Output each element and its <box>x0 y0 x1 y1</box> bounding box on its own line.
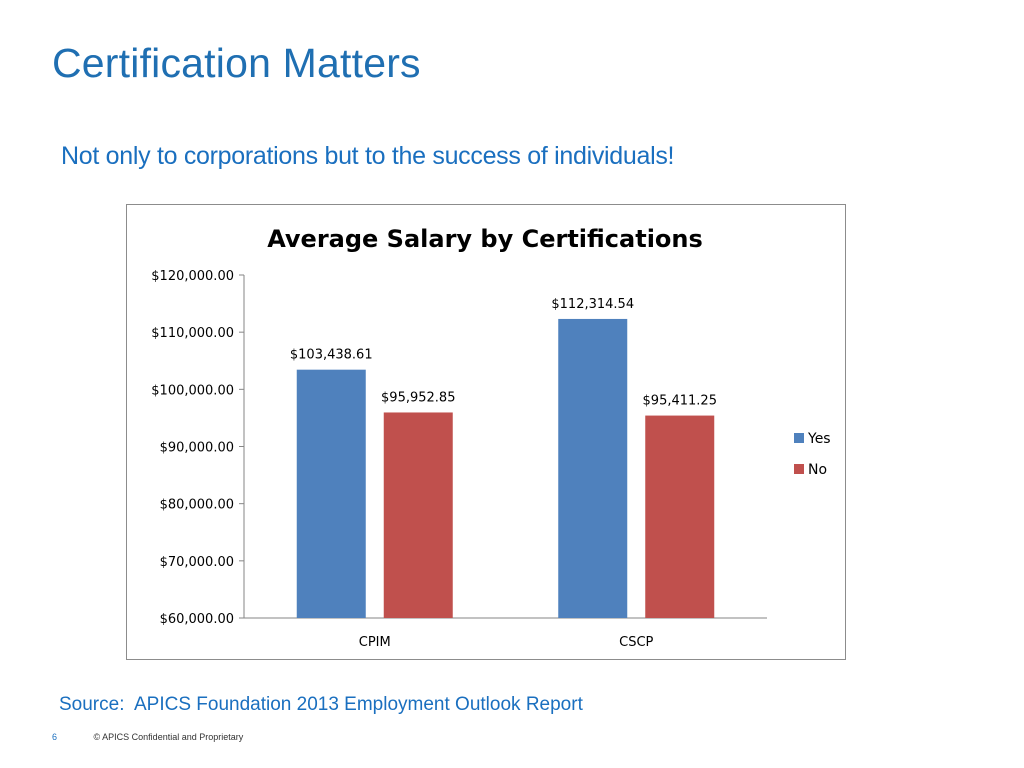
legend-swatch-yes <box>794 433 804 443</box>
bar-cpim-yes <box>296 369 366 618</box>
page-number: 6 <box>52 732 58 742</box>
y-tick-label: $60,000.00 <box>160 612 234 627</box>
y-tick-label: $120,000.00 <box>151 269 234 284</box>
y-tick-label: $70,000.00 <box>160 555 234 570</box>
legend-label: No <box>808 462 827 478</box>
slide-title: Certification Matters <box>52 40 421 86</box>
slide-subtitle: Not only to corporations but to the succ… <box>61 142 675 170</box>
y-tick-label: $100,000.00 <box>151 383 234 398</box>
copyright-text: © APICS Confidential and Proprietary <box>93 732 244 742</box>
x-category-label: CSCP <box>619 635 653 650</box>
data-label: $95,411.25 <box>643 394 717 409</box>
bar-cscp-yes <box>558 318 628 618</box>
y-tick-label: $90,000.00 <box>160 441 234 456</box>
chart-frame: Average Salary by Certifications $60,000.… <box>126 204 846 660</box>
salary-bar-chart: Average Salary by Certifications $60,000.… <box>151 225 831 650</box>
chart-title: Average Salary by Certifications <box>267 225 703 253</box>
y-tick-label: $110,000.00 <box>151 326 234 341</box>
footer: 6 © APICS Confidential and Proprietary <box>52 732 243 742</box>
data-label: $112,314.54 <box>551 297 634 312</box>
legend-swatch-no <box>794 464 804 474</box>
data-label: $103,438.61 <box>290 348 373 363</box>
data-label: $95,952.85 <box>381 390 455 405</box>
y-tick-label: $80,000.00 <box>160 498 234 513</box>
source-note: Source: APICS Foundation 2013 Employment… <box>59 694 583 715</box>
legend-label: Yes <box>807 431 831 447</box>
x-category-label: CPIM <box>359 635 391 650</box>
bar-cpim-no <box>383 412 453 618</box>
bar-cscp-no <box>645 415 715 618</box>
